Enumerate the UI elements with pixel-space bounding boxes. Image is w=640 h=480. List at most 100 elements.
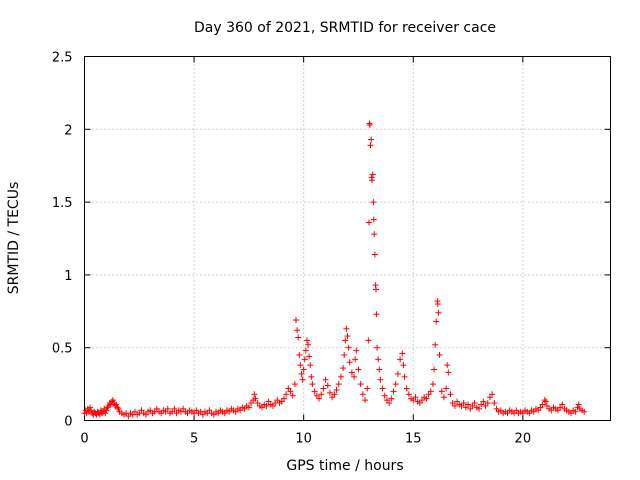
data-point bbox=[381, 392, 388, 399]
data-point bbox=[320, 385, 327, 392]
data-point bbox=[364, 385, 371, 392]
data-point bbox=[476, 405, 482, 412]
data-point bbox=[114, 404, 121, 411]
data-point bbox=[109, 397, 116, 404]
data-point bbox=[484, 400, 491, 407]
data-point bbox=[370, 216, 377, 223]
data-point bbox=[348, 369, 355, 376]
data-point bbox=[292, 317, 299, 324]
data-point bbox=[335, 381, 342, 388]
data-point bbox=[287, 388, 294, 395]
data-point bbox=[399, 350, 406, 357]
data-point bbox=[344, 333, 351, 340]
data-point bbox=[306, 353, 313, 360]
data-point bbox=[374, 344, 381, 351]
data-point bbox=[296, 351, 303, 358]
y-tick-label: 1.5 bbox=[52, 196, 73, 211]
data-point bbox=[412, 394, 419, 401]
data-point bbox=[369, 171, 376, 178]
data-point bbox=[451, 402, 458, 409]
data-point bbox=[331, 391, 338, 398]
data-point bbox=[322, 376, 329, 383]
data-point bbox=[298, 370, 305, 377]
data-point bbox=[460, 400, 467, 407]
data-point bbox=[445, 369, 452, 376]
data-point bbox=[436, 351, 443, 358]
data-point bbox=[86, 404, 93, 411]
data-point bbox=[440, 394, 447, 401]
data-point bbox=[572, 408, 579, 415]
y-tick-label: 2 bbox=[64, 123, 72, 138]
data-point bbox=[447, 391, 454, 398]
data-point bbox=[429, 381, 436, 388]
data-point bbox=[371, 251, 378, 258]
data-point bbox=[283, 391, 290, 398]
data-point bbox=[368, 136, 375, 143]
data-point bbox=[367, 142, 374, 149]
data-point bbox=[340, 365, 347, 372]
data-point bbox=[438, 388, 445, 395]
data-point bbox=[171, 405, 178, 412]
data-point bbox=[326, 389, 333, 396]
data-point bbox=[405, 391, 412, 398]
data-point bbox=[541, 397, 548, 404]
data-point bbox=[394, 370, 401, 377]
data-point bbox=[401, 373, 408, 380]
data-point bbox=[251, 391, 258, 398]
data-points bbox=[81, 120, 588, 420]
data-point bbox=[309, 381, 316, 388]
data-point bbox=[575, 401, 582, 408]
data-point bbox=[431, 366, 438, 373]
data-point bbox=[102, 410, 109, 417]
data-point bbox=[307, 362, 314, 369]
data-point bbox=[263, 402, 270, 409]
plot-frame bbox=[84, 56, 611, 421]
data-point bbox=[471, 400, 478, 407]
data-point bbox=[351, 373, 358, 380]
data-point bbox=[559, 401, 566, 408]
data-point bbox=[104, 404, 111, 411]
data-point bbox=[491, 400, 498, 407]
data-point bbox=[303, 337, 310, 344]
data-point bbox=[316, 395, 323, 402]
data-point bbox=[444, 362, 451, 369]
data-point bbox=[342, 337, 349, 344]
data-point bbox=[318, 391, 325, 398]
data-point bbox=[294, 327, 301, 334]
data-point bbox=[397, 356, 404, 363]
data-point bbox=[308, 373, 315, 380]
data-point bbox=[305, 341, 312, 348]
data-point bbox=[365, 219, 372, 226]
axis-ticks: 0 5 10 15 20 0 0.5 1 1.5 2 2.5 bbox=[52, 51, 611, 447]
data-point bbox=[341, 351, 348, 358]
data-point bbox=[302, 347, 309, 354]
data-point bbox=[88, 407, 95, 414]
data-point bbox=[115, 405, 122, 412]
data-point bbox=[164, 405, 171, 412]
data-point bbox=[379, 385, 386, 392]
data-point bbox=[353, 347, 360, 354]
data-point bbox=[372, 286, 379, 293]
data-point bbox=[300, 366, 307, 373]
grid bbox=[84, 56, 611, 421]
data-point bbox=[386, 400, 393, 407]
data-point bbox=[337, 373, 344, 380]
x-tick-label: 0 bbox=[80, 432, 88, 447]
data-point bbox=[432, 341, 439, 348]
data-point bbox=[355, 366, 362, 373]
chart-title: Day 360 of 2021, SRMTID for receiver cac… bbox=[194, 20, 496, 36]
data-point bbox=[299, 376, 306, 383]
data-point bbox=[280, 395, 287, 402]
data-point bbox=[107, 401, 114, 408]
data-point bbox=[489, 391, 496, 398]
data-point bbox=[343, 325, 350, 332]
data-point bbox=[392, 381, 399, 388]
data-point bbox=[366, 121, 373, 128]
data-point bbox=[388, 395, 395, 402]
data-point bbox=[434, 301, 441, 308]
x-tick-label: 20 bbox=[515, 432, 532, 447]
y-tick-label: 2.5 bbox=[52, 51, 73, 66]
x-tick-label: 5 bbox=[190, 432, 198, 447]
data-point bbox=[443, 385, 450, 392]
